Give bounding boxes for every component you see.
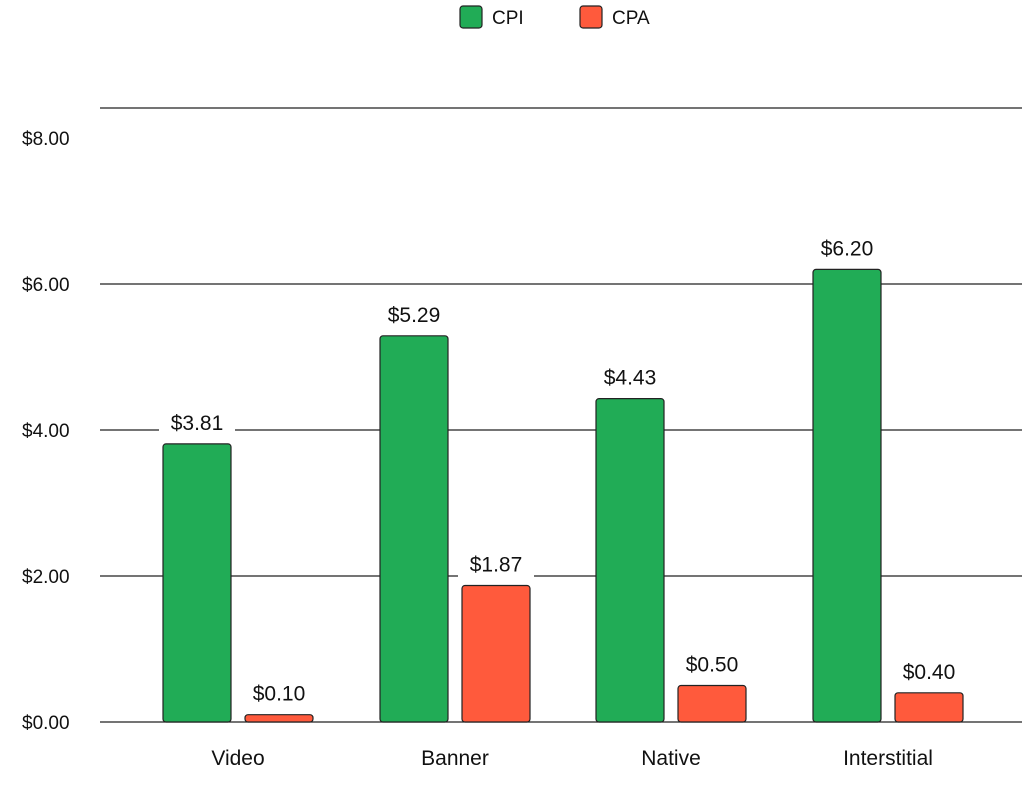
y-tick-label: $2.00: [22, 567, 70, 588]
bar-cpi-native: [595, 398, 665, 723]
x-category-label: Interstitial: [843, 747, 933, 770]
legend-label: CPI: [492, 8, 524, 29]
bar-cpa-interstitial: [894, 692, 964, 723]
x-category-label: Video: [211, 747, 264, 770]
legend: CPI CPA: [459, 5, 650, 29]
bar-cpi-banner: [379, 335, 449, 723]
data-label-background: [376, 301, 452, 328]
y-axis: $0.00 $2.00 $4.00 $6.00 $8.00: [22, 129, 70, 734]
bar-cpi-interstitial: [812, 268, 882, 723]
data-label: $5.29: [388, 304, 441, 327]
data-label: $0.50: [686, 654, 739, 677]
x-category-label: Native: [641, 747, 701, 770]
y-tick-label: $8.00: [22, 129, 70, 150]
data-label: $0.40: [903, 661, 956, 684]
y-tick-label: $6.00: [22, 275, 70, 296]
bar-cpi-video: [162, 443, 232, 723]
data-label: $1.87: [470, 553, 523, 576]
data-label: $3.81: [171, 412, 224, 435]
legend-swatch-cpa: [579, 5, 603, 29]
x-axis: Video Banner Native Interstitial: [211, 747, 933, 770]
bars: $3.81 $0.10 $5.29 $1.87 $4.43 $0.50 $6.20 $0.40: [159, 235, 967, 723]
y-tick-label: $0.00: [22, 713, 70, 734]
bar-cpa-banner: [461, 584, 531, 723]
y-tick-label: $4.00: [22, 421, 70, 442]
x-category-label: Banner: [421, 747, 489, 770]
data-label-background: [809, 235, 885, 262]
data-label: $4.43: [604, 367, 657, 390]
gridlines: [100, 107, 1022, 723]
data-label-background: [592, 364, 668, 391]
legend-swatch-cpi: [459, 5, 483, 29]
legend-label: CPA: [612, 8, 650, 29]
bar-cpa-video: [244, 714, 314, 723]
data-label: $6.20: [821, 237, 874, 260]
bar-cpa-native: [677, 684, 747, 723]
data-label: $0.10: [253, 683, 306, 706]
data-label-background: [458, 551, 534, 578]
data-label-background: [674, 651, 750, 678]
data-label-background: [241, 680, 317, 707]
data-label-background: [891, 658, 967, 685]
data-label-background: [159, 409, 235, 436]
